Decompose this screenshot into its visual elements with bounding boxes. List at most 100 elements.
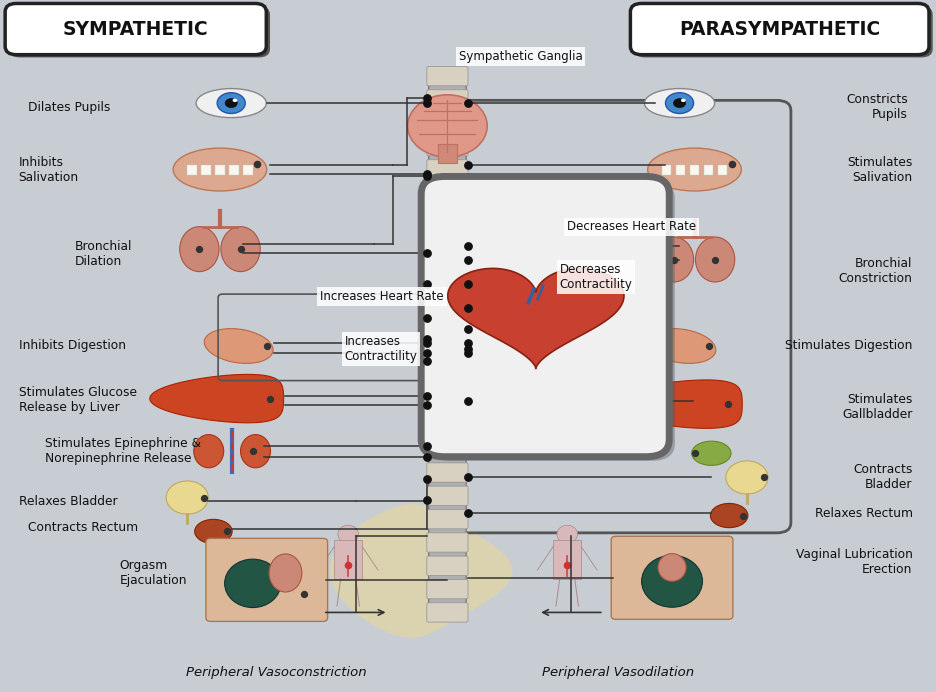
Ellipse shape xyxy=(226,99,238,108)
Point xyxy=(419,334,434,345)
Ellipse shape xyxy=(197,89,267,118)
Text: PARASYMPATHETIC: PARASYMPATHETIC xyxy=(679,19,881,39)
Point xyxy=(419,93,434,104)
Point xyxy=(419,337,434,348)
Text: Peripheral Vasoconstriction: Peripheral Vasoconstriction xyxy=(186,666,366,679)
Text: Sympathetic Ganglia: Sympathetic Ganglia xyxy=(459,51,582,63)
Point xyxy=(721,399,736,410)
Ellipse shape xyxy=(681,99,685,102)
Point xyxy=(419,347,434,358)
Text: Bronchial
Constriction: Bronchial Constriction xyxy=(839,257,913,285)
Text: Inhibits Digestion: Inhibits Digestion xyxy=(19,340,125,352)
FancyBboxPatch shape xyxy=(427,300,468,319)
Ellipse shape xyxy=(204,329,273,363)
Point xyxy=(419,473,434,484)
Text: Stimulates Glucose
Release by Liver: Stimulates Glucose Release by Liver xyxy=(19,386,137,414)
Point xyxy=(419,247,434,258)
Point xyxy=(560,559,575,570)
Point xyxy=(736,510,751,521)
FancyBboxPatch shape xyxy=(427,136,468,156)
Ellipse shape xyxy=(195,519,232,544)
FancyBboxPatch shape xyxy=(631,3,929,55)
Bar xyxy=(243,165,253,175)
Point xyxy=(419,451,434,462)
Point xyxy=(461,508,475,519)
Polygon shape xyxy=(608,380,742,428)
Text: Decreases Heart Rate: Decreases Heart Rate xyxy=(567,221,696,233)
Bar xyxy=(215,165,225,175)
FancyBboxPatch shape xyxy=(8,6,271,57)
FancyBboxPatch shape xyxy=(427,113,468,132)
Bar xyxy=(553,540,581,579)
Point xyxy=(724,158,739,170)
Bar xyxy=(229,165,239,175)
FancyBboxPatch shape xyxy=(427,370,468,389)
FancyBboxPatch shape xyxy=(427,90,468,109)
Ellipse shape xyxy=(658,554,686,581)
FancyBboxPatch shape xyxy=(5,3,267,55)
Point xyxy=(708,254,723,265)
Text: Increases
Contractility: Increases Contractility xyxy=(344,335,417,363)
Ellipse shape xyxy=(692,441,731,466)
Point xyxy=(702,340,717,352)
Ellipse shape xyxy=(654,237,694,282)
Ellipse shape xyxy=(233,99,238,102)
Point xyxy=(259,340,274,352)
FancyBboxPatch shape xyxy=(611,536,733,619)
FancyBboxPatch shape xyxy=(427,603,468,622)
FancyBboxPatch shape xyxy=(427,346,468,365)
Point xyxy=(666,254,681,265)
Point xyxy=(461,98,475,109)
Ellipse shape xyxy=(270,554,302,592)
Ellipse shape xyxy=(710,503,748,527)
Ellipse shape xyxy=(557,525,578,543)
Text: Stimulates
Salivation: Stimulates Salivation xyxy=(847,156,913,183)
Ellipse shape xyxy=(180,227,219,272)
Polygon shape xyxy=(447,268,624,368)
Text: Constricts
Pupils: Constricts Pupils xyxy=(846,93,908,121)
Ellipse shape xyxy=(726,461,768,494)
FancyBboxPatch shape xyxy=(427,556,468,576)
Ellipse shape xyxy=(221,227,260,272)
Point xyxy=(419,313,434,324)
Bar xyxy=(676,165,685,175)
Text: Vaginal Lubrication
Erection: Vaginal Lubrication Erection xyxy=(796,548,913,576)
Point xyxy=(419,171,434,182)
Ellipse shape xyxy=(647,329,716,363)
Ellipse shape xyxy=(173,148,267,191)
FancyBboxPatch shape xyxy=(429,73,466,615)
Point xyxy=(419,98,434,109)
Point xyxy=(687,448,702,459)
Polygon shape xyxy=(330,504,513,638)
FancyBboxPatch shape xyxy=(427,486,468,506)
Bar xyxy=(201,165,211,175)
Point xyxy=(220,526,235,537)
Point xyxy=(297,588,312,599)
FancyBboxPatch shape xyxy=(427,509,468,529)
Point xyxy=(461,337,475,348)
Ellipse shape xyxy=(338,525,358,543)
Point xyxy=(419,494,434,505)
FancyBboxPatch shape xyxy=(427,253,468,273)
Ellipse shape xyxy=(695,237,735,282)
Text: Relaxes Rectum: Relaxes Rectum xyxy=(814,507,913,520)
Bar xyxy=(438,144,457,163)
Text: Stimulates
Gallbladder: Stimulates Gallbladder xyxy=(842,393,913,421)
Point xyxy=(341,559,356,570)
Text: Contracts
Bladder: Contracts Bladder xyxy=(854,464,913,491)
Text: Decreases
Contractility: Decreases Contractility xyxy=(560,263,633,291)
FancyBboxPatch shape xyxy=(427,416,468,435)
Text: Contracts Rectum: Contracts Rectum xyxy=(28,521,139,534)
FancyBboxPatch shape xyxy=(427,533,468,552)
Bar xyxy=(334,540,362,579)
Point xyxy=(461,159,475,170)
Point xyxy=(419,441,434,452)
Text: Stimulates Digestion: Stimulates Digestion xyxy=(785,340,913,352)
FancyBboxPatch shape xyxy=(427,66,468,86)
FancyBboxPatch shape xyxy=(427,463,468,482)
Point xyxy=(197,492,212,503)
Ellipse shape xyxy=(665,93,694,113)
Bar xyxy=(718,165,727,175)
Text: Bronchial
Dilation: Bronchial Dilation xyxy=(75,240,132,268)
FancyBboxPatch shape xyxy=(206,538,328,621)
